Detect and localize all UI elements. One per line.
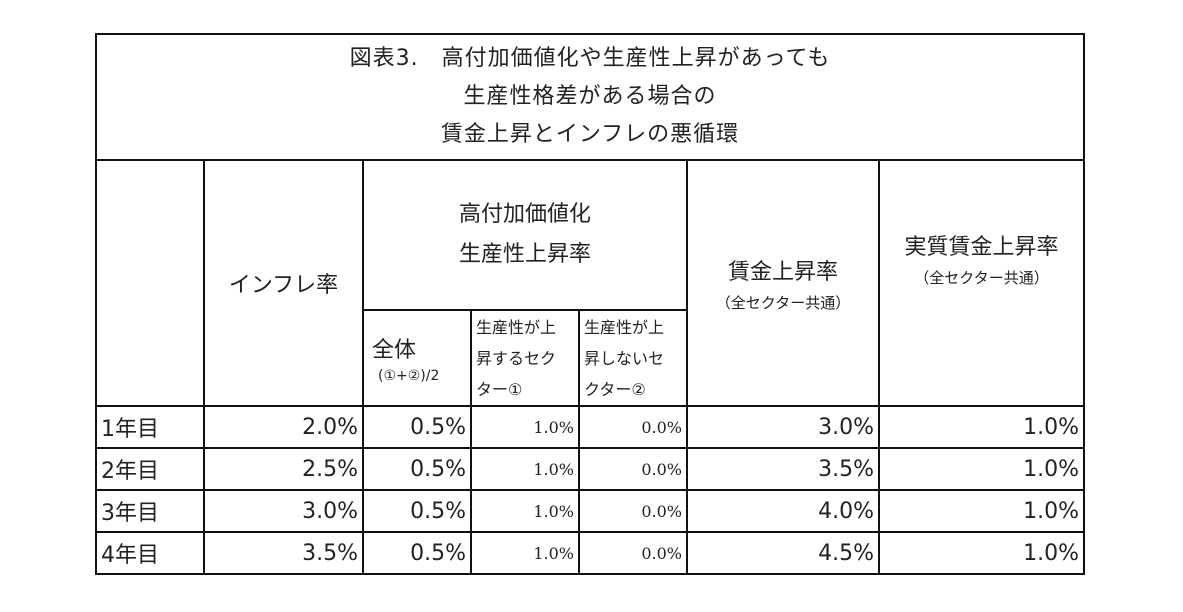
cell-nonrising: 0.0%: [578, 447, 688, 491]
header-rising-line1: 生産性が上: [476, 317, 557, 337]
cell-rising: 1.0%: [470, 447, 580, 491]
cell-all: 0.5%: [362, 531, 472, 575]
cell-nonrising: 0.0%: [578, 531, 688, 575]
title-line-1: 図表3. 高付加価値化や生産性上昇があっても: [349, 46, 831, 71]
cell-inflation: 2.5%: [203, 447, 364, 491]
cell-nonrising: 0.0%: [578, 489, 688, 533]
table-row: 3年目 3.0% 0.5% 1.0% 0.0% 4.0% 1.0%: [95, 489, 1086, 533]
header-all-formula: (①+②)/2: [378, 368, 440, 384]
table-row: 4年目 3.5% 0.5% 1.0% 0.0% 4.5% 1.0%: [95, 531, 1086, 575]
cell-all: 0.5%: [362, 489, 472, 533]
row-year-label: 3年目: [95, 489, 205, 533]
cell-rising: 1.0%: [470, 405, 580, 449]
row-year-label: 2年目: [95, 447, 205, 491]
cell-rising: 1.0%: [470, 489, 580, 533]
cell-wage: 4.5%: [686, 531, 880, 575]
header-wage: 賃金上昇率 （全セクター共通）: [686, 159, 880, 407]
header-all-label: 全体: [372, 338, 417, 363]
header-all: 全体 (①+②)/2: [362, 309, 472, 407]
cell-all: 0.5%: [362, 447, 472, 491]
header-nonrising-line3: クター②: [584, 379, 646, 399]
header-nonrising-line2: 昇しないセ: [584, 348, 665, 368]
cell-wage: 4.0%: [686, 489, 880, 533]
header-inflation-label: インフレ率: [228, 273, 339, 298]
header-real-wage-note: （全セクター共通）: [914, 269, 1049, 287]
header-wage-note: （全セクター共通）: [715, 293, 851, 312]
cell-rising: 1.0%: [470, 531, 580, 575]
header-nonrising-line1: 生産性が上: [584, 317, 665, 337]
cell-wage: 3.0%: [686, 405, 880, 449]
cell-nonrising: 0.0%: [578, 405, 688, 449]
title-line-2: 生産性格差がある場合の: [463, 84, 717, 109]
header-wage-label: 賃金上昇率: [727, 259, 838, 285]
row-year-label: 4年目: [95, 531, 205, 575]
header-nonrising-sector: 生産性が上 昇しないセ クター②: [578, 309, 688, 407]
row-year-label: 1年目: [95, 405, 205, 449]
cell-inflation: 3.0%: [203, 489, 364, 533]
cell-all: 0.5%: [362, 405, 472, 449]
cell-wage: 3.5%: [686, 447, 880, 491]
title-row: 図表3. 高付加価値化や生産性上昇があっても 生産性格差がある場合の 賃金上昇と…: [94, 33, 1086, 161]
cell-real-wage: 1.0%: [877, 531, 1086, 575]
table-row: 1年目 2.0% 0.5% 1.0% 0.0% 3.0% 1.0%: [95, 405, 1086, 449]
header-inflation: インフレ率: [203, 159, 364, 407]
cell-real-wage: 1.0%: [877, 405, 1086, 449]
header-productivity: 高付加価値化 生産性上昇率: [362, 159, 688, 311]
header-row-1: インフレ率 高付加価値化 生産性上昇率 賃金上昇率 （全セクター共通） 実質賃金…: [95, 159, 1086, 407]
header-productivity-line2: 生産性上昇率: [458, 242, 591, 267]
header-row-2: 全体 (①+②)/2 生産性が上 昇するセク ター① 生産性が上 昇しないセ ク…: [96, 309, 1084, 407]
cell-real-wage: 1.0%: [877, 447, 1086, 491]
figure-table-container: 図表3. 高付加価値化や生産性上昇があっても 生産性格差がある場合の 賃金上昇と…: [94, 33, 1086, 575]
header-rising-sector: 生産性が上 昇するセク ター①: [470, 309, 580, 407]
cell-real-wage: 1.0%: [877, 489, 1086, 533]
header-productivity-line1: 高付加価値化: [458, 202, 591, 227]
header-rising-line3: ター①: [476, 379, 523, 399]
cell-inflation: 2.0%: [203, 405, 364, 449]
table-row: 2年目 2.5% 0.5% 1.0% 0.0% 3.5% 1.0%: [95, 447, 1086, 491]
header-rising-line2: 昇するセク: [476, 348, 557, 368]
header-corner-cell: [95, 159, 205, 407]
header-real-wage: 実質賃金上昇率 （全セクター共通）: [877, 159, 1086, 407]
cell-inflation: 3.5%: [203, 531, 364, 575]
header-real-wage-label: 実質賃金上昇率: [904, 235, 1059, 260]
title-line-3: 賃金上昇とインフレの悪循環: [440, 122, 740, 147]
table-title: 図表3. 高付加価値化や生産性上昇があっても 生産性格差がある場合の 賃金上昇と…: [94, 33, 1086, 161]
inflation-wage-table: 図表3. 高付加価値化や生産性上昇があっても 生産性格差がある場合の 賃金上昇と…: [94, 33, 1086, 575]
